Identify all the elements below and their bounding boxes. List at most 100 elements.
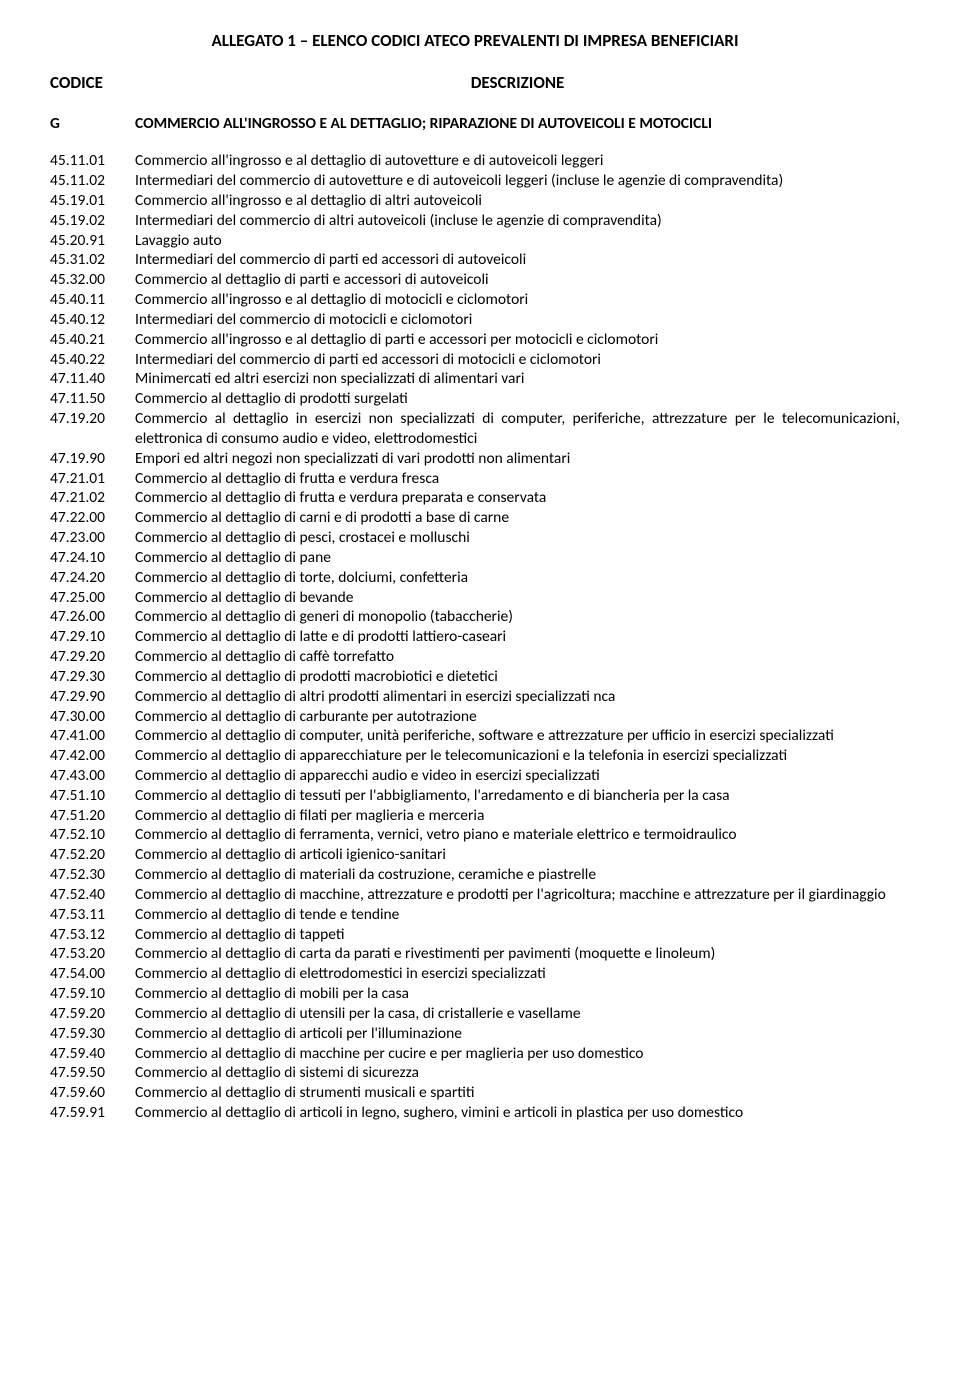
items-list: 45.11.01Commercio all'ingrosso e al dett…	[50, 151, 900, 1123]
item-code: 47.21.02	[50, 488, 135, 508]
item-desc: Commercio al dettaglio di materiali da c…	[135, 865, 900, 885]
item-code: 47.19.90	[50, 449, 135, 469]
list-item: 45.19.01Commercio all'ingrosso e al dett…	[50, 191, 900, 211]
item-desc: Commercio all'ingrosso e al dettaglio di…	[135, 330, 900, 350]
item-code: 47.59.91	[50, 1103, 135, 1123]
item-code: 47.59.40	[50, 1044, 135, 1064]
item-code: 47.52.20	[50, 845, 135, 865]
list-item: 47.11.50Commercio al dettaglio di prodot…	[50, 389, 900, 409]
item-code: 45.40.21	[50, 330, 135, 350]
item-desc: Intermediari del commercio di motocicli …	[135, 310, 900, 330]
item-code: 45.40.11	[50, 290, 135, 310]
item-code: 47.19.20	[50, 409, 135, 449]
item-desc: Commercio all'ingrosso e al dettaglio di…	[135, 151, 900, 171]
item-desc: Commercio al dettaglio di elettrodomesti…	[135, 964, 900, 984]
item-code: 47.59.10	[50, 984, 135, 1004]
list-item: 45.40.11Commercio all'ingrosso e al dett…	[50, 290, 900, 310]
item-desc: Commercio al dettaglio di macchine, attr…	[135, 885, 900, 905]
item-code: 47.52.40	[50, 885, 135, 905]
section-row: G COMMERCIO ALL'INGROSSO E AL DETTAGLIO;…	[50, 114, 900, 134]
section-desc: COMMERCIO ALL'INGROSSO E AL DETTAGLIO; R…	[135, 114, 900, 134]
document-title: ALLEGATO 1 – ELENCO CODICI ATECO PREVALE…	[50, 30, 900, 52]
item-code: 47.59.30	[50, 1024, 135, 1044]
item-desc: Commercio al dettaglio di apparecchiatur…	[135, 746, 900, 766]
item-desc: Commercio al dettaglio di caffè torrefat…	[135, 647, 900, 667]
list-item: 47.43.00Commercio al dettaglio di appare…	[50, 766, 900, 786]
item-code: 47.41.00	[50, 726, 135, 746]
item-code: 45.31.02	[50, 250, 135, 270]
item-code: 45.32.00	[50, 270, 135, 290]
item-code: 47.24.10	[50, 548, 135, 568]
list-item: 47.24.20Commercio al dettaglio di torte,…	[50, 568, 900, 588]
list-item: 45.40.22Intermediari del commercio di pa…	[50, 350, 900, 370]
list-item: 47.19.20Commercio al dettaglio in eserci…	[50, 409, 900, 449]
item-code: 47.52.30	[50, 865, 135, 885]
list-item: 47.52.20Commercio al dettaglio di artico…	[50, 845, 900, 865]
item-code: 47.29.20	[50, 647, 135, 667]
item-code: 47.29.90	[50, 687, 135, 707]
item-desc: Commercio al dettaglio di bevande	[135, 588, 900, 608]
list-item: 47.53.20Commercio al dettaglio di carta …	[50, 944, 900, 964]
list-item: 47.29.30Commercio al dettaglio di prodot…	[50, 667, 900, 687]
item-code: 47.42.00	[50, 746, 135, 766]
item-desc: Commercio al dettaglio di prodotti surge…	[135, 389, 900, 409]
item-desc: Commercio al dettaglio di prodotti macro…	[135, 667, 900, 687]
list-item: 47.52.40Commercio al dettaglio di macchi…	[50, 885, 900, 905]
item-code: 47.59.50	[50, 1063, 135, 1083]
item-desc: Intermediari del commercio di altri auto…	[135, 211, 900, 231]
list-item: 45.11.02Intermediari del commercio di au…	[50, 171, 900, 191]
list-item: 47.23.00Commercio al dettaglio di pesci,…	[50, 528, 900, 548]
list-item: 47.59.30Commercio al dettaglio di artico…	[50, 1024, 900, 1044]
header-code: CODICE	[50, 72, 135, 94]
item-desc: Commercio al dettaglio di frutta e verdu…	[135, 488, 900, 508]
item-code: 47.53.12	[50, 925, 135, 945]
item-desc: Commercio al dettaglio di tappeti	[135, 925, 900, 945]
list-item: 47.29.20Commercio al dettaglio di caffè …	[50, 647, 900, 667]
list-item: 47.42.00Commercio al dettaglio di appare…	[50, 746, 900, 766]
list-item: 45.31.02Intermediari del commercio di pa…	[50, 250, 900, 270]
item-desc: Commercio al dettaglio di articoli in le…	[135, 1103, 900, 1123]
item-desc: Minimercati ed altri esercizi non specia…	[135, 369, 900, 389]
list-item: 45.20.91Lavaggio auto	[50, 231, 900, 251]
item-desc: Intermediari del commercio di autovettur…	[135, 171, 900, 191]
item-desc: Commercio al dettaglio in esercizi non s…	[135, 409, 900, 449]
item-desc: Lavaggio auto	[135, 231, 900, 251]
item-code: 47.54.00	[50, 964, 135, 984]
item-desc: Commercio al dettaglio di pesci, crostac…	[135, 528, 900, 548]
item-desc: Commercio al dettaglio di pane	[135, 548, 900, 568]
list-item: 47.52.10Commercio al dettaglio di ferram…	[50, 825, 900, 845]
item-desc: Commercio al dettaglio di latte e di pro…	[135, 627, 900, 647]
list-item: 45.19.02Intermediari del commercio di al…	[50, 211, 900, 231]
list-item: 47.51.20Commercio al dettaglio di filati…	[50, 806, 900, 826]
item-code: 45.11.01	[50, 151, 135, 171]
item-desc: Commercio al dettaglio di macchine per c…	[135, 1044, 900, 1064]
list-item: 47.21.02Commercio al dettaglio di frutta…	[50, 488, 900, 508]
item-desc: Commercio al dettaglio di altri prodotti…	[135, 687, 900, 707]
item-desc: Commercio al dettaglio di tessuti per l'…	[135, 786, 900, 806]
list-item: 47.41.00Commercio al dettaglio di comput…	[50, 726, 900, 746]
item-code: 47.30.00	[50, 707, 135, 727]
item-desc: Commercio al dettaglio di strumenti musi…	[135, 1083, 900, 1103]
item-desc: Commercio all'ingrosso e al dettaglio di…	[135, 290, 900, 310]
list-item: 47.53.11Commercio al dettaglio di tende …	[50, 905, 900, 925]
list-item: 47.30.00Commercio al dettaglio di carbur…	[50, 707, 900, 727]
section-code: G	[50, 114, 135, 134]
item-code: 47.24.20	[50, 568, 135, 588]
list-item: 45.40.21Commercio all'ingrosso e al dett…	[50, 330, 900, 350]
item-code: 47.53.11	[50, 905, 135, 925]
list-item: 47.26.00Commercio al dettaglio di generi…	[50, 607, 900, 627]
item-desc: Commercio al dettaglio di parti e access…	[135, 270, 900, 290]
item-desc: Commercio al dettaglio di mobili per la …	[135, 984, 900, 1004]
item-code: 47.26.00	[50, 607, 135, 627]
item-desc: Commercio al dettaglio di carburante per…	[135, 707, 900, 727]
item-desc: Commercio al dettaglio di articoli per l…	[135, 1024, 900, 1044]
item-code: 45.40.22	[50, 350, 135, 370]
header-row: CODICE DESCRIZIONE	[50, 72, 900, 94]
item-desc: Commercio al dettaglio di computer, unit…	[135, 726, 900, 746]
item-code: 47.23.00	[50, 528, 135, 548]
item-desc: Intermediari del commercio di parti ed a…	[135, 250, 900, 270]
item-code: 47.22.00	[50, 508, 135, 528]
item-code: 47.53.20	[50, 944, 135, 964]
item-code: 45.40.12	[50, 310, 135, 330]
item-desc: Commercio al dettaglio di frutta e verdu…	[135, 469, 900, 489]
